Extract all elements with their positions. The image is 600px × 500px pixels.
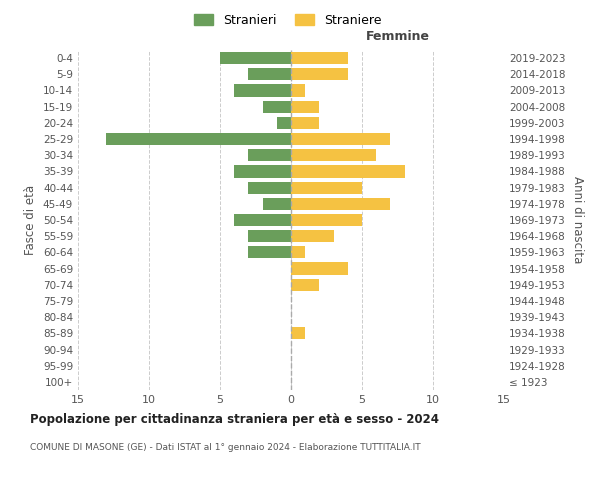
Bar [234, 214, 291, 226]
Bar [248, 149, 291, 162]
Bar [263, 100, 291, 112]
Bar [291, 328, 305, 340]
Text: COMUNE DI MASONE (GE) - Dati ISTAT al 1° gennaio 2024 - Elaborazione TUTTITALIA.: COMUNE DI MASONE (GE) - Dati ISTAT al 1°… [30, 442, 421, 452]
Bar [291, 84, 305, 96]
Bar [220, 52, 291, 64]
Y-axis label: Fasce di età: Fasce di età [25, 185, 37, 255]
Bar [291, 149, 376, 162]
Bar [106, 133, 291, 145]
Bar [291, 166, 404, 177]
Bar [248, 182, 291, 194]
Legend: Stranieri, Straniere: Stranieri, Straniere [194, 14, 382, 26]
Bar [291, 214, 362, 226]
Bar [291, 230, 334, 242]
Bar [291, 68, 348, 80]
Bar [263, 198, 291, 210]
Bar [277, 117, 291, 129]
Bar [291, 52, 348, 64]
Text: Popolazione per cittadinanza straniera per età e sesso - 2024: Popolazione per cittadinanza straniera p… [30, 412, 439, 426]
Bar [248, 230, 291, 242]
Text: Femmine: Femmine [365, 30, 430, 43]
Bar [291, 246, 305, 258]
Y-axis label: Anni di nascita: Anni di nascita [571, 176, 584, 264]
Bar [291, 182, 362, 194]
Bar [291, 262, 348, 274]
Bar [291, 198, 391, 210]
Bar [248, 246, 291, 258]
Bar [248, 68, 291, 80]
Bar [234, 166, 291, 177]
Bar [291, 278, 319, 291]
Bar [291, 133, 391, 145]
Bar [291, 117, 319, 129]
Bar [234, 84, 291, 96]
Bar [291, 100, 319, 112]
